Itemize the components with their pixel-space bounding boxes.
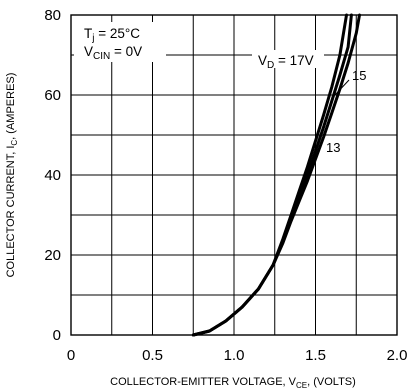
- y-axis-label: COLLECTOR CURRENT, IC, (AMPERES): [5, 73, 19, 278]
- x-tick-label: 2.0: [387, 347, 408, 364]
- y-tick-label: 40: [44, 167, 61, 184]
- y-tick-label: 0: [53, 327, 61, 344]
- x-axis-label: COLLECTOR-EMITTER VOLTAGE, VCE, (VOLTS): [110, 376, 356, 390]
- series-layer: [191, 13, 361, 337]
- y-tick-label: 80: [44, 7, 61, 24]
- series-label-17v: VD = 17V: [258, 53, 314, 71]
- condition-temperature: Tj = 25°C: [84, 26, 140, 44]
- series-line-2: [191, 13, 361, 337]
- x-tick-label: 0.5: [142, 347, 163, 364]
- y-tick-label: 60: [44, 87, 61, 104]
- vd-label-box: [252, 50, 324, 68]
- condition-vcin: VCIN = 0V: [84, 44, 142, 62]
- y-tick-label: 20: [44, 247, 61, 264]
- plot-frame: [70, 14, 398, 336]
- grid-lines: [71, 15, 397, 335]
- x-tick-label: 1.5: [305, 347, 326, 364]
- leader-line-15: [333, 79, 350, 97]
- tick-labels: 0 0.5 1.0 1.5 2.0 0 20 40 60 80: [44, 7, 407, 364]
- conditions-box: [74, 22, 166, 62]
- series-label-13: 13: [326, 140, 340, 155]
- x-tick-label: 0: [67, 347, 75, 364]
- series-label-15: 15: [352, 68, 366, 83]
- x-tick-label: 1.0: [224, 347, 245, 364]
